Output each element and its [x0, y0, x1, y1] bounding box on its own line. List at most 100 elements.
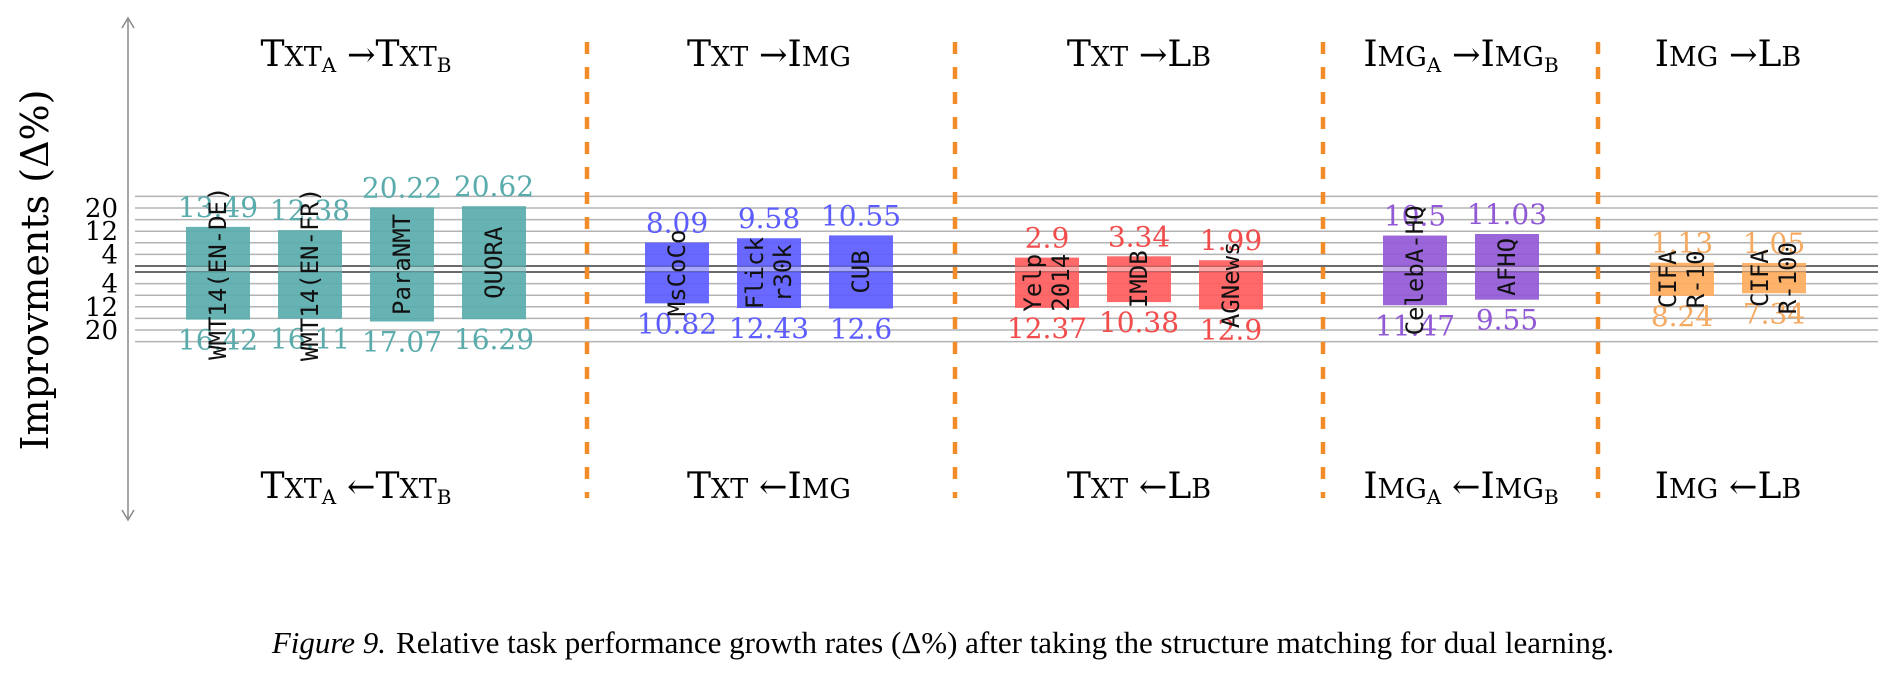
group-title-bottom: IMG ←LB — [1655, 466, 1802, 507]
title-part: MG — [1378, 474, 1427, 505]
group-title-bottom: IMGA ←IMGB — [1363, 466, 1558, 509]
bar-down — [829, 272, 893, 309]
bar-down — [737, 272, 801, 309]
title-part: MG — [1669, 42, 1718, 73]
bar-gap — [737, 266, 801, 272]
y-tick-label: 20 — [85, 194, 118, 224]
bar-up — [1742, 262, 1806, 266]
bar-down — [645, 272, 709, 304]
bar-name-label: AFHQ — [1493, 238, 1521, 296]
bar-up — [1015, 257, 1079, 266]
y-tick-label: 12 — [85, 293, 118, 323]
data-label-up: 12.38 — [270, 194, 350, 227]
bar-down — [1742, 272, 1806, 294]
data-label-up: 1.13 — [1651, 227, 1713, 260]
bar-name-label: IMDB — [1125, 250, 1153, 308]
data-label-up: 9.58 — [738, 202, 800, 235]
data-label-down: 12.9 — [1200, 313, 1262, 346]
title-part: T — [1067, 34, 1091, 75]
title-part: T — [376, 34, 400, 75]
title-part: ← — [336, 467, 375, 507]
title-part: I — [1481, 34, 1495, 75]
title-part: L — [1758, 466, 1782, 507]
title-part: I — [1481, 466, 1495, 507]
bar-down — [1107, 272, 1171, 303]
title-part: T — [261, 466, 285, 507]
title-part: L — [1758, 34, 1782, 75]
bar-down — [1199, 272, 1263, 310]
bar-name-label: CIFA — [1654, 250, 1682, 308]
bar-up — [737, 238, 801, 266]
title-part: ← — [1718, 467, 1757, 507]
group-title-top: TXT →IMG — [687, 34, 851, 75]
bar-name-label: MsCoCo — [663, 230, 691, 317]
bar-gap — [1742, 266, 1806, 272]
title-part: → — [336, 35, 375, 75]
data-label-up: 8.09 — [646, 207, 708, 240]
bar-down — [370, 272, 434, 322]
y-tick-label: 12 — [85, 217, 118, 247]
title-part: → — [1128, 35, 1167, 75]
title-part: ← — [1128, 467, 1167, 507]
bar-up — [278, 230, 342, 266]
y-axis-label: Improvments (Δ%) — [13, 90, 57, 451]
title-part: → — [1441, 35, 1480, 75]
title-part: XT — [285, 42, 322, 73]
group-title-top: IMGA →IMGB — [1363, 34, 1558, 77]
figure-caption: Figure 9. Relative task performance growt… — [0, 625, 1886, 661]
title-part: I — [1363, 466, 1377, 507]
bar-gap — [1107, 266, 1171, 272]
title-part: B — [1781, 42, 1801, 73]
title-part: I — [788, 466, 802, 507]
bar-up — [1199, 260, 1263, 266]
data-label-down: 12.37 — [1007, 312, 1087, 345]
bar-name-label: R-10 — [1682, 250, 1710, 308]
title-part: XT — [1091, 42, 1128, 73]
bar-name-label: CIFA — [1746, 249, 1774, 307]
title-part: T — [687, 466, 711, 507]
y-tick-label: 4 — [101, 270, 118, 300]
title-part: I — [788, 34, 802, 75]
bar-name-label: Yelp — [1019, 254, 1047, 312]
group-title-top: TXTA →TXTB — [261, 34, 452, 77]
title-part: MG — [1495, 474, 1544, 505]
title-part: B — [1191, 42, 1211, 73]
bar-name-label: CelebA-HQ — [1401, 205, 1429, 335]
bar-gap — [1383, 266, 1447, 272]
bar-gap — [829, 266, 893, 272]
title-part: XT — [711, 42, 748, 73]
data-label-up: 1.05 — [1743, 227, 1805, 260]
title-part: B — [1544, 53, 1559, 77]
y-tick-label: 4 — [101, 240, 118, 270]
bar-name-label: 2014 — [1047, 254, 1075, 312]
bar-name-label: AGNews — [1217, 241, 1245, 328]
bar-gap — [278, 266, 342, 272]
title-part: MG — [802, 474, 851, 505]
data-label-down: 10.38 — [1099, 306, 1179, 339]
title-part: MG — [1378, 42, 1427, 73]
bar-gap — [370, 266, 434, 272]
title-part: XT — [400, 474, 437, 505]
title-part: XT — [711, 474, 748, 505]
title-part: I — [1655, 34, 1669, 75]
title-part: L — [1167, 466, 1191, 507]
title-part: ← — [748, 467, 787, 507]
title-part: A — [321, 485, 337, 509]
title-part: ← — [1441, 467, 1480, 507]
title-part: T — [687, 34, 711, 75]
title-part: B — [1781, 474, 1801, 505]
data-label-up: 11.03 — [1467, 198, 1547, 231]
title-part: I — [1363, 34, 1377, 75]
group-title-top: TXT →LB — [1067, 34, 1211, 75]
title-part: B — [1544, 485, 1559, 509]
data-label-down: 17.07 — [362, 326, 442, 359]
bar-name-label: CUB — [847, 250, 875, 293]
bar-up — [1383, 235, 1447, 266]
title-part: L — [1167, 34, 1191, 75]
group-title-bottom: TXT ←LB — [1067, 466, 1211, 507]
bar-name-label: WMT14(EN-FR) — [296, 188, 324, 361]
bar-name-label: WMT14(EN-DE) — [204, 187, 232, 360]
